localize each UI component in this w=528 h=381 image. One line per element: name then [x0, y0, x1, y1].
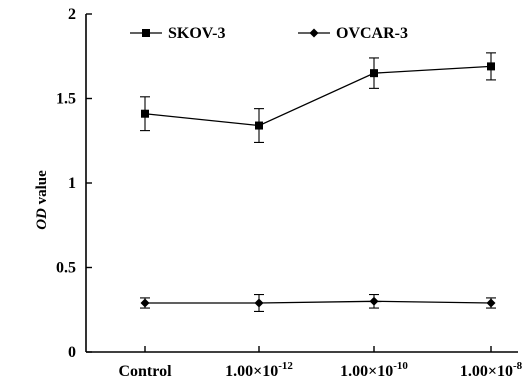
y-axis-title-rest: value: [34, 170, 50, 208]
x-tick-label: 1.00×10-8: [460, 360, 523, 380]
x-tick-label-exponent: -10: [393, 360, 408, 372]
x-tick-label: 1.00×10-10: [340, 360, 408, 380]
x-tick-label-base: 1.00×10: [340, 363, 393, 380]
y-axis-title-italic: OD: [34, 208, 50, 230]
axes: [85, 14, 518, 353]
data-point-skov-3: [370, 69, 378, 78]
y-tick-label: 1: [68, 175, 76, 192]
legend-item-skov-3: SKOV-3: [130, 25, 225, 42]
data-point-ovcar-3: [369, 296, 379, 306]
legend: SKOV-3 OVCAR-3: [130, 25, 408, 42]
x-tick-label: Control: [118, 363, 172, 380]
legend-label-skov-3: SKOV-3: [168, 25, 225, 42]
x-ticks: Control 1.00×10-12 1.00×10-10 1.00×10-8: [118, 346, 523, 380]
series-group: [140, 52, 496, 312]
x-tick-label-exponent: -8: [513, 360, 523, 372]
x-tick-label-base: Control: [118, 363, 172, 380]
y-ticks: 0 0.5 1 1.5 2: [56, 6, 92, 361]
y-tick-label: 0: [68, 344, 76, 361]
y-axis-title: OD value: [34, 170, 50, 230]
data-point-skov-3: [487, 62, 495, 71]
x-tick-label-base: 1.00×10: [460, 363, 513, 380]
series-ovcar-3: [140, 293, 496, 312]
series-line-skov-3: [144, 65, 492, 127]
legend-label-ovcar-3: OVCAR-3: [336, 25, 408, 42]
data-point-ovcar-3: [254, 298, 264, 308]
data-point-skov-3: [255, 121, 263, 130]
data-point-ovcar-3: [140, 298, 150, 308]
series-line-ovcar-3: [145, 300, 492, 304]
x-tick-label-exponent: -12: [278, 360, 293, 372]
data-point-skov-3: [141, 109, 149, 118]
legend-marker-skov-3: [142, 29, 150, 37]
legend-marker-ovcar-3: [309, 28, 319, 38]
x-tick-label: 1.00×10-12: [225, 360, 293, 380]
legend-item-ovcar-3: OVCAR-3: [298, 25, 408, 42]
series-skov-3: [140, 52, 496, 143]
y-tick-label: 0.5: [56, 260, 76, 277]
y-tick-label: 2: [68, 6, 76, 23]
data-point-ovcar-3: [486, 298, 496, 308]
y-tick-label: 1.5: [56, 91, 76, 108]
x-tick-label-base: 1.00×10: [225, 363, 278, 380]
